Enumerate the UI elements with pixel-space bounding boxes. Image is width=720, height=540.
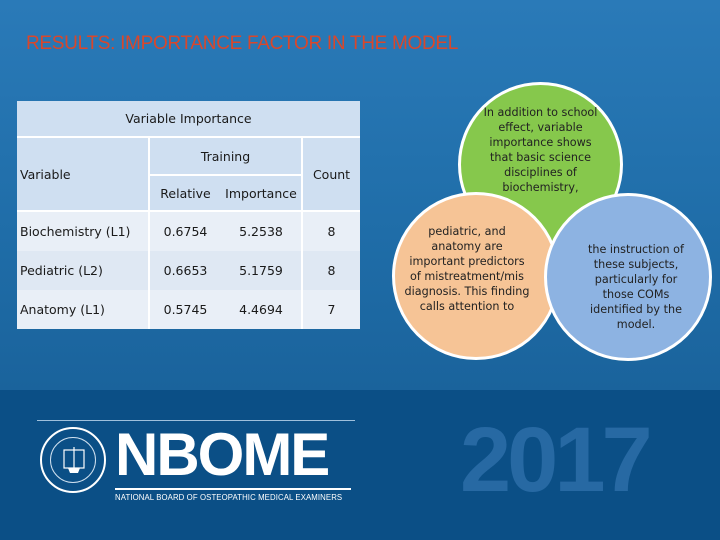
- venn-orange-text: pediatric, and anatomy are important pre…: [404, 225, 530, 313]
- slide-footer-band: [0, 390, 720, 540]
- seal-inner-ring: [50, 437, 96, 483]
- year-mark: 2017: [460, 409, 653, 511]
- venn-green-text: In addition to school effect, variable i…: [483, 106, 598, 194]
- cell-variable: Biochemistry (L1): [17, 211, 149, 251]
- cell-variable: Pediatric (L2): [17, 251, 149, 290]
- header-training: Training: [148, 137, 302, 176]
- table-caption: Variable Importance: [17, 101, 360, 138]
- header-relative: Relative: [148, 175, 221, 211]
- header-variable: Variable: [17, 137, 149, 211]
- cell-count: 8: [301, 211, 360, 251]
- cell-relative: 0.6754: [148, 211, 221, 251]
- venn-blue-text: the instruction of these subjects, parti…: [588, 243, 684, 331]
- table-row: Biochemistry (L1) 0.6754 5.2538 8: [17, 211, 360, 251]
- cell-importance: 5.2538: [221, 211, 302, 251]
- venn-circle-blue: the instruction of these subjects, parti…: [544, 193, 712, 361]
- cell-count: 8: [301, 251, 360, 290]
- seal-emblem-icon: [63, 447, 85, 473]
- header-importance: Importance: [221, 175, 302, 211]
- slide-title: RESULTS: IMPORTANCE FACTOR IN THE MODEL: [26, 33, 459, 54]
- variable-importance-table: Variable Importance Variable Training Co…: [17, 101, 360, 329]
- cell-variable: Anatomy (L1): [17, 290, 149, 329]
- cell-count: 7: [301, 290, 360, 329]
- cell-relative: 0.6653: [148, 251, 221, 290]
- table-row: Anatomy (L1) 0.5745 4.4694 7: [17, 290, 360, 329]
- cell-importance: 5.1759: [221, 251, 302, 290]
- logo-wordmark: NBOME: [115, 421, 330, 488]
- logo-rule: [115, 488, 351, 490]
- table-row: Pediatric (L2) 0.6653 5.1759 8: [17, 251, 360, 290]
- logo-subtitle: NATIONAL BOARD OF OSTEOPATHIC MEDICAL EX…: [115, 493, 343, 502]
- header-count: Count: [301, 137, 360, 211]
- cell-relative: 0.5745: [148, 290, 221, 329]
- nbome-seal-icon: [40, 427, 106, 493]
- venn-circle-orange: pediatric, and anatomy are important pre…: [392, 192, 560, 360]
- logo-divider: [37, 420, 355, 421]
- nbome-logo: NBOME NATIONAL BOARD OF OSTEOPATHIC MEDI…: [37, 420, 355, 504]
- cell-importance: 4.4694: [221, 290, 302, 329]
